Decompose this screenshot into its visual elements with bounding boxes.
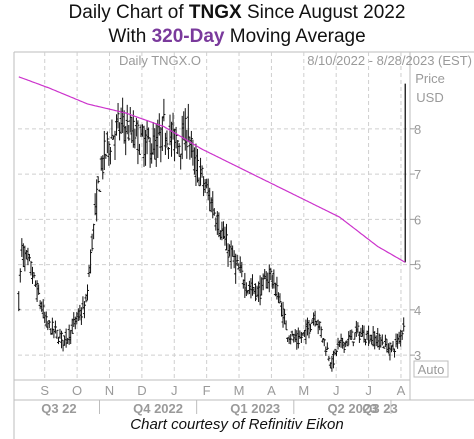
x-quarter-label: Q3 23 [362,401,397,416]
ohlc-bars [17,97,406,372]
x-month-label: D [137,383,146,398]
auto-scale-label: Auto [418,362,445,377]
x-quarter-label: Q3 22 [41,401,76,416]
auto-scale-box [413,360,449,378]
x-month-label: M [234,383,245,398]
chart-credit: Chart courtesy of Refinitiv Eikon [130,416,344,433]
x-month-label: N [105,383,114,398]
x-quarter-label: Q1 2023 [230,401,280,416]
moving-average-line [18,76,406,263]
y-tick-label: 8 [414,122,421,137]
title-suffix: Since August 2022 [241,2,406,23]
y-tick-label: 7 [414,167,421,182]
y-tick-label: 4 [414,303,421,318]
moving-average-label: 320-Day [151,26,225,47]
ticker-symbol: TNGX [188,2,242,23]
y-tick-label: 3 [414,348,421,363]
x-month-label: A [397,383,406,398]
x-month-label: J [171,383,178,398]
y-axis-title-usd: USD [416,90,443,105]
chart-title-line1: Daily Chart of TNGX Since August 2022 [0,2,474,24]
title-suffix-2: Moving Average [224,26,366,47]
x-month-label: F [203,383,211,398]
x-month-label: J [365,383,372,398]
y-tick-label: 5 [414,258,421,273]
chart-header-left: Daily TNGX.O [119,53,201,68]
x-month-label: O [72,383,82,398]
x-quarter-label: Q2 2023 [327,401,377,416]
x-month-label: J [333,383,340,398]
chart-header-right: 8/10/2022 - 8/28/2023 (EST) [307,53,472,68]
x-month-label: S [40,383,49,398]
chart-title-line2: With 320-Day Moving Average [0,26,474,48]
y-tick-label: 6 [414,212,421,227]
title-prefix-2: With [108,26,152,47]
x-month-label: A [267,383,276,398]
y-axis-title-price: Price [415,71,445,86]
x-month-label: M [298,383,309,398]
x-quarter-label: Q4 2022 [133,401,183,416]
title-prefix: Daily Chart of [68,2,189,23]
